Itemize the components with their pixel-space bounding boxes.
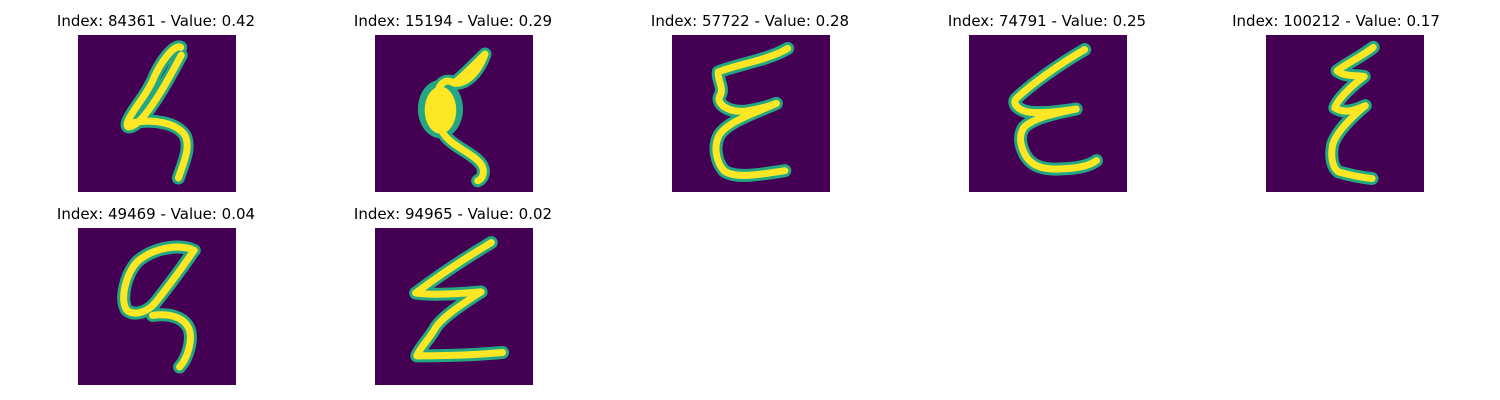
digit-image (672, 35, 830, 192)
panel-title: Index: 84361 - Value: 0.42 (56, 12, 256, 30)
panel-title: Index: 49469 - Value: 0.04 (56, 205, 256, 223)
digit-image (375, 228, 533, 385)
digit-image (969, 35, 1127, 192)
digit-image (78, 35, 236, 192)
panel-title: Index: 100212 - Value: 0.17 (1232, 12, 1440, 30)
digit-image (1266, 35, 1424, 192)
panel-title: Index: 74791 - Value: 0.25 (947, 12, 1147, 30)
panel-title: Index: 57722 - Value: 0.28 (650, 12, 850, 30)
digit-image (78, 228, 236, 385)
digit-image (375, 35, 533, 192)
panel-title: Index: 94965 - Value: 0.02 (353, 205, 553, 223)
panel-title: Index: 15194 - Value: 0.29 (353, 12, 553, 30)
